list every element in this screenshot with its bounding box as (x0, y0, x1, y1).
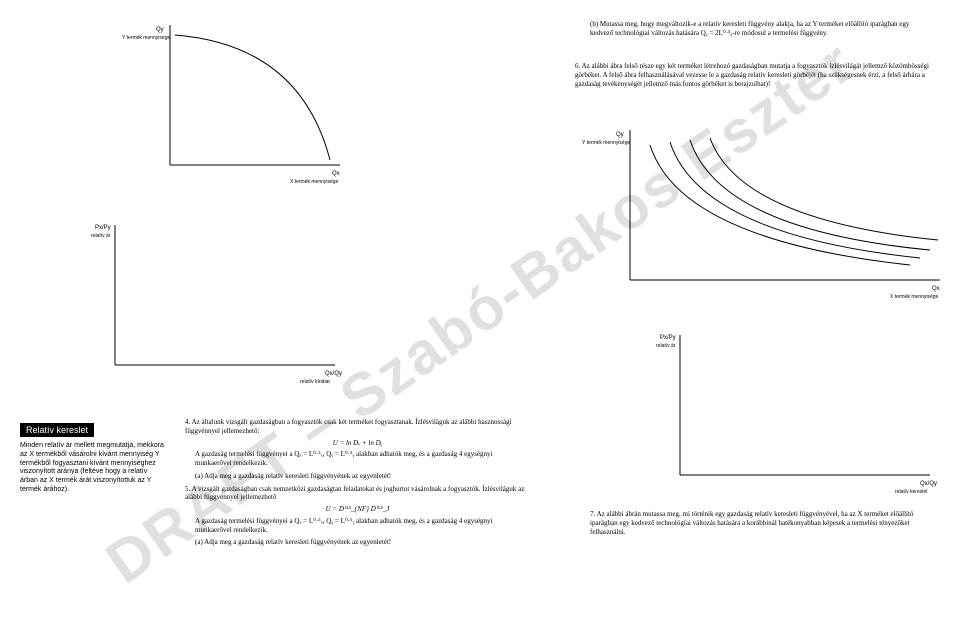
figure-indifference: Qy Y termék mennyisége Qx X termék menny… (610, 130, 940, 300)
problem-5-prod: A gazdaság termelési függvényei a Qₓ = L… (195, 517, 530, 535)
svg-text:Y termék mennyisége: Y termék mennyisége (122, 35, 170, 41)
svg-text:relatív kínálat: relatív kínálat (300, 379, 330, 385)
problem-7-text: 7. Az alábbi ábrán mutassa meg, mi törté… (590, 510, 935, 536)
svg-text:X termék mennyisége: X termék mennyisége (890, 294, 939, 300)
problem-5-a: (a) Adja meg a gazdaság relatív kereslet… (195, 538, 530, 547)
figure-ppf: Qy Y termék mennyisége Qx X termék menny… (150, 25, 340, 185)
sidebar-heading: Relatív kereslet (20, 423, 94, 437)
problem-5-formula: U = D⁰·⁵_{NF} D⁰·⁵_J (185, 505, 530, 514)
problem-5-lead: 5. A vizsgált gazdaságban csak nemzetköz… (185, 485, 530, 503)
problem-4-prod: A gazdaság termelési függvényei a Qₓ = L… (195, 450, 530, 468)
problem-6-text: 6. Az alábbi ábra felső része egy két te… (575, 62, 930, 88)
svg-text:relatív kereslet: relatív kereslet (895, 489, 928, 495)
figure-rel-supply-axes: Px/Py relatív ár Qx/Qy relatív kínálat (95, 225, 335, 385)
problem-4-a: (a) Adja meg a gazdaság relatív kereslet… (195, 472, 530, 481)
svg-text:Qy: Qy (616, 132, 624, 138)
svg-text:Qx/Qy: Qx/Qy (325, 371, 342, 377)
svg-text:Qx: Qx (332, 171, 340, 177)
svg-text:Qx/Qy: Qx/Qy (920, 481, 937, 487)
problem-4-lead: 4. Az általunk vizsgált gazdaságban a fo… (185, 418, 530, 436)
svg-text:X termék mennyisége: X termék mennyisége (290, 179, 339, 185)
problem-4-formula: U = ln Dₓ + ln Dᵧ (185, 439, 530, 448)
svg-text:Y termék mennyisége: Y termék mennyisége (582, 140, 630, 146)
figure-rel-demand-axes: Px/Py relatív ár Qx/Qy relatív kereslet (660, 335, 930, 495)
svg-text:Px/Py: Px/Py (95, 225, 111, 231)
sidebar-text: Minden relatív ár mellett megmutatja, me… (20, 442, 165, 495)
svg-text:relatív ár: relatív ár (91, 233, 111, 239)
svg-text:Qy: Qy (156, 27, 164, 33)
problem-b-text: (b) Mutassa meg, hogy megváltozik-e a re… (590, 20, 930, 38)
svg-text:Px/Py: Px/Py (660, 335, 676, 341)
svg-text:relatív ár: relatív ár (656, 343, 676, 349)
svg-text:Qx: Qx (932, 286, 940, 292)
